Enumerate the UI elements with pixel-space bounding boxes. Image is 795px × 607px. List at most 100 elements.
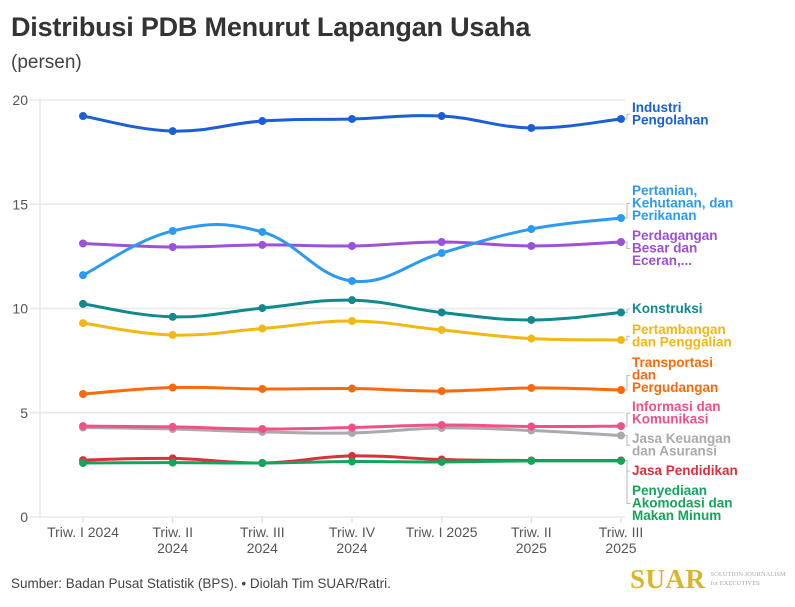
series-label: Akomodasi dan [632, 496, 733, 511]
series-label: Jasa Pendidikan [632, 463, 738, 478]
data-point [617, 114, 625, 123]
data-point [348, 457, 356, 466]
series-label: Konstruksi [632, 301, 703, 316]
series-label: Pergudangan [632, 380, 718, 395]
data-point [258, 324, 267, 333]
y-tick-label: 0 [20, 509, 28, 525]
data-point [258, 459, 267, 467]
data-point [437, 308, 446, 317]
x-tick-label: 2025 [516, 540, 547, 556]
data-point [168, 242, 177, 251]
series-label: Komunikasi [632, 412, 709, 427]
data-point [527, 241, 536, 250]
series-label: Makan Minum [632, 508, 721, 523]
series-label: dan [632, 368, 656, 383]
data-point [437, 421, 446, 430]
data-point [527, 225, 536, 234]
series-label: Industri [632, 100, 682, 115]
x-tick-label: Triw. IV [329, 524, 376, 540]
series-label: Transportasi [632, 355, 713, 370]
series-label: Informasi dan [632, 399, 721, 414]
data-point [168, 226, 177, 235]
data-point [258, 117, 267, 126]
series-label: Pengolahan [632, 113, 709, 128]
data-point [348, 276, 356, 285]
data-point [258, 240, 267, 249]
x-tick-label: 2024 [157, 540, 188, 556]
x-tick-label: Triw. III [240, 524, 285, 540]
y-tick-label: 5 [20, 405, 28, 421]
data-point [617, 335, 625, 344]
series-label: dan Penggalian [632, 335, 732, 350]
x-tick-label: 2024 [336, 540, 367, 556]
data-point [527, 123, 536, 132]
data-point [168, 458, 177, 467]
data-point [79, 239, 87, 248]
x-tick-label: Triw. II [511, 524, 552, 540]
data-point [437, 237, 446, 246]
x-tick-label: Triw. I 2025 [406, 524, 478, 540]
series-label: Penyediaan [632, 483, 707, 498]
data-point [527, 422, 536, 431]
data-point [617, 308, 625, 317]
data-point [258, 384, 267, 393]
data-point [348, 423, 356, 432]
data-point [258, 425, 267, 434]
chart-subtitle: (persen) [11, 52, 82, 73]
label-connector [625, 308, 630, 313]
suar-logo: SUAR SOLUTION JOURNALISM for EXECUTIVES [630, 566, 786, 593]
data-point [348, 114, 356, 123]
series-label: dan Asuransi [632, 444, 717, 459]
data-point [348, 384, 356, 393]
logo-tagline-1: SOLUTION JOURNALISM [710, 571, 786, 579]
data-point [617, 456, 625, 465]
data-point [348, 317, 356, 326]
data-point [79, 299, 87, 308]
data-point [437, 249, 446, 258]
data-point [437, 387, 446, 396]
x-tick-label: 2024 [247, 540, 278, 556]
data-point [168, 127, 177, 136]
data-point [79, 271, 87, 280]
series-label: Pertambangan [632, 322, 726, 337]
y-tick-label: 10 [12, 301, 28, 317]
data-point [79, 112, 87, 121]
series-label: Perdagangan [632, 228, 718, 243]
x-tick-label: Triw. I 2024 [47, 524, 119, 540]
logo-tagline-2: for EXECUTIVES [710, 579, 760, 587]
label-connector [625, 203, 630, 219]
label-connector [625, 412, 630, 427]
label-connector [625, 460, 630, 472]
data-point [348, 296, 356, 305]
y-axis: 0 5 10 15 20 [12, 92, 41, 525]
data-point [348, 241, 356, 250]
data-point [617, 386, 625, 395]
data-point [527, 315, 536, 324]
data-point [168, 422, 177, 431]
data-point [168, 383, 177, 392]
label-connector [625, 375, 630, 391]
series-points [79, 112, 625, 467]
data-point [617, 431, 625, 440]
data-point [348, 451, 356, 460]
data-point [617, 237, 625, 246]
series-label: Eceran,... [632, 253, 692, 268]
label-connector [625, 435, 630, 446]
data-point [79, 319, 87, 328]
series-lines [81, 114, 623, 465]
label-connectors [625, 113, 630, 504]
logo-wordmark: SUAR [630, 564, 706, 594]
y-tick-label: 15 [12, 196, 28, 212]
data-point [527, 334, 536, 343]
series-label: Jasa Keuangan [632, 431, 731, 446]
data-point [437, 325, 446, 334]
label-connector [625, 113, 630, 120]
data-point [437, 112, 446, 121]
data-point [79, 459, 87, 467]
data-point [437, 457, 446, 466]
x-tick-label: 2025 [605, 540, 636, 556]
source-note: Sumber: Badan Pusat Statistik (BPS). • D… [11, 576, 391, 591]
